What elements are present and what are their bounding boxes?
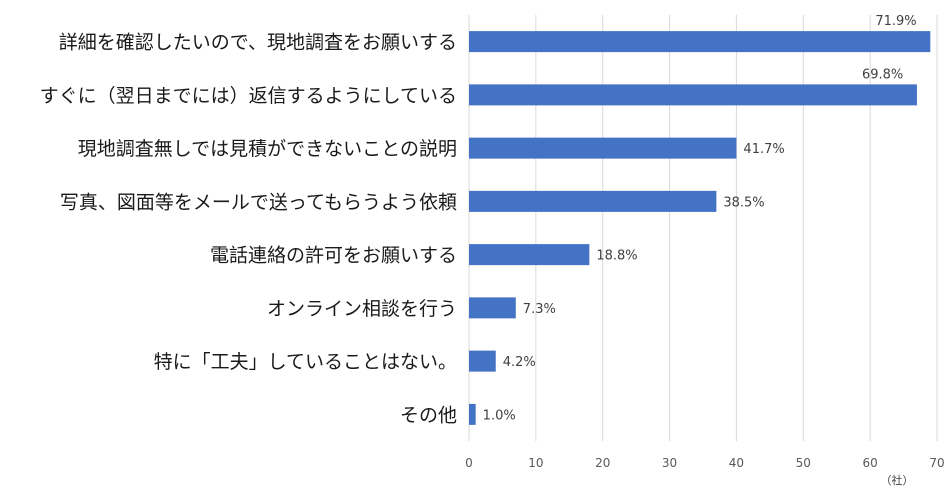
data-label: 71.9% xyxy=(875,14,916,29)
category-labels: 詳細を確認したいので、現地調査をお願いするすぐに（翌日までには）返信するようにし… xyxy=(40,32,457,427)
x-tick-label: 40 xyxy=(729,456,744,470)
x-tick-label: 60 xyxy=(863,456,878,470)
bar xyxy=(469,31,931,53)
bar xyxy=(469,403,476,425)
bar xyxy=(469,137,737,159)
data-label: 4.2% xyxy=(503,355,536,370)
bar xyxy=(469,84,917,106)
data-label: 7.3% xyxy=(523,302,556,317)
data-label: 1.0% xyxy=(483,408,516,423)
bars xyxy=(469,31,931,425)
category-label: 写真、図面等をメールで送ってもらうよう依頼 xyxy=(60,191,457,213)
bar xyxy=(469,297,516,319)
category-label: 電話連絡の許可をお願いする xyxy=(210,245,457,267)
bar xyxy=(469,190,717,212)
bar xyxy=(469,350,496,372)
x-tick-label: 20 xyxy=(595,456,610,470)
data-label: 69.8% xyxy=(862,67,903,82)
x-axis-unit-label: （社） xyxy=(881,473,914,487)
x-tick-label: 10 xyxy=(528,456,543,470)
category-label: 特に「工夫」していることはない。 xyxy=(154,351,457,373)
x-axis-ticks: 0 10 20 30 40 50 60 70 xyxy=(465,456,944,470)
category-label: すぐに（翌日までには）返信するようにしている xyxy=(40,85,457,107)
x-tick-label: 70 xyxy=(929,456,944,470)
x-tick-label: 30 xyxy=(662,456,677,470)
category-label: 詳細を確認したいので、現地調査をお願いする xyxy=(59,32,457,54)
bar xyxy=(469,244,590,266)
data-labels: 71.9% 69.8% 41.7% 38.5% 18.8% 7.3% 4.2% 1.0% xyxy=(483,14,917,423)
x-tick-label: 50 xyxy=(796,456,811,470)
category-label: オンライン相談を行う xyxy=(267,298,457,320)
data-label: 38.5% xyxy=(723,195,764,210)
x-tick-label: 0 xyxy=(465,456,473,470)
data-label: 18.8% xyxy=(596,249,637,264)
category-label: 現地調査無しでは見積ができないことの説明 xyxy=(78,138,457,160)
data-label: 41.7% xyxy=(743,142,784,157)
category-label: その他 xyxy=(400,404,457,426)
